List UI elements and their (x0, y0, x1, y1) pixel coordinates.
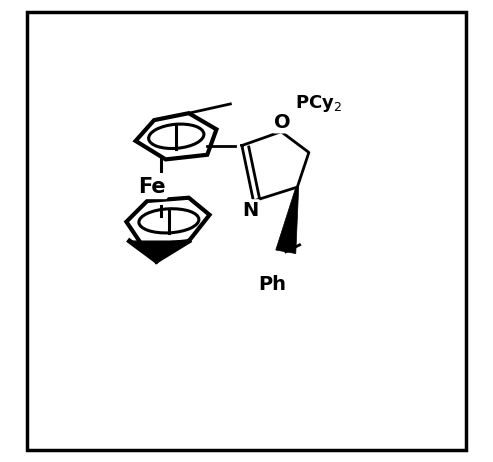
Text: N: N (242, 201, 258, 220)
Text: PCy$_2$: PCy$_2$ (295, 93, 342, 115)
Text: Ph: Ph (258, 274, 286, 294)
Polygon shape (130, 241, 189, 261)
Polygon shape (276, 187, 299, 254)
Text: Fe: Fe (138, 177, 166, 197)
Text: O: O (274, 113, 291, 132)
